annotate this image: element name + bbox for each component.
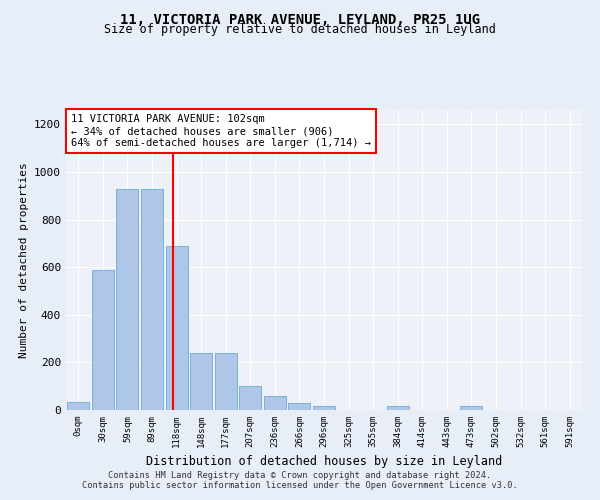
Text: Size of property relative to detached houses in Leyland: Size of property relative to detached ho…: [104, 22, 496, 36]
Bar: [92, 270, 114, 410]
Bar: [190, 353, 212, 410]
Text: 11 VICTORIA PARK AVENUE: 102sqm
← 34% of detached houses are smaller (906)
64% o: 11 VICTORIA PARK AVENUE: 102sqm ← 34% of…: [71, 114, 371, 148]
Bar: [215, 353, 237, 410]
Bar: [239, 386, 262, 410]
Y-axis label: Number of detached properties: Number of detached properties: [19, 162, 29, 358]
Bar: [264, 396, 286, 410]
Text: 11, VICTORIA PARK AVENUE, LEYLAND, PR25 1UG: 11, VICTORIA PARK AVENUE, LEYLAND, PR25 …: [120, 12, 480, 26]
Bar: [460, 406, 482, 410]
Bar: [67, 402, 89, 410]
Text: Contains HM Land Registry data © Crown copyright and database right 2024.
Contai: Contains HM Land Registry data © Crown c…: [82, 470, 518, 490]
Bar: [141, 188, 163, 410]
Bar: [313, 406, 335, 410]
Bar: [166, 246, 188, 410]
Bar: [386, 406, 409, 410]
X-axis label: Distribution of detached houses by size in Leyland: Distribution of detached houses by size …: [146, 456, 502, 468]
Bar: [289, 403, 310, 410]
Bar: [116, 188, 139, 410]
